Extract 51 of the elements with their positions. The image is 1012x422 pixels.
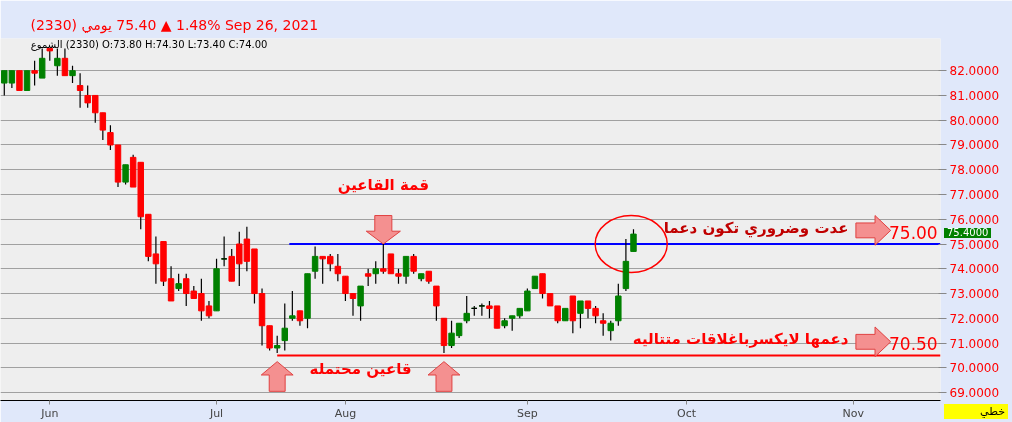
candlestick <box>16 70 23 92</box>
candlestick <box>402 255 410 285</box>
y-tick-label: 69.0000 <box>949 386 1000 401</box>
candlestick <box>577 300 584 329</box>
candlestick <box>311 245 319 280</box>
x-tick-label: Oct <box>677 406 697 420</box>
annotation: دعمها لايكسرباغلاقات متتاليه <box>632 330 849 349</box>
candlestick <box>76 72 84 109</box>
candlestick <box>410 253 417 275</box>
text: خطي <box>944 404 1008 419</box>
y-tick-label: 70.0000 <box>949 361 1000 376</box>
y-tick-label: 74.0000 <box>949 262 1000 277</box>
y-tick-label: 81.0000 <box>949 88 1000 103</box>
annotation: قمة القاعين <box>337 176 429 195</box>
chart-title: (2330) يومي 75.40 ▲ 1.48% Sep 26, 2021 <box>30 16 319 34</box>
candlestick <box>23 70 31 91</box>
candlestick <box>433 285 440 322</box>
y-tick-label: 77.0000 <box>949 187 1000 202</box>
annotation: قاعين محتمله <box>309 360 412 379</box>
text: 75.4000 <box>944 227 992 238</box>
y-tick-label: 82.0000 <box>949 64 1000 79</box>
ref-line-label: 70.50 <box>889 334 938 355</box>
candlestick <box>334 253 342 282</box>
ref-line-label: 75.00 <box>889 223 938 244</box>
y-tick-label: 78.0000 <box>949 163 1000 178</box>
candlestick <box>281 302 288 352</box>
y-tick-label: 76.0000 <box>949 212 1000 227</box>
candlestick <box>463 295 470 324</box>
y-tick-label: 79.0000 <box>949 138 1000 153</box>
candlestick <box>478 302 486 317</box>
candlestick <box>122 164 129 186</box>
y-tick-label: 75.0000 <box>949 237 1000 252</box>
candlestick <box>220 235 228 267</box>
x-tick-label: Jul <box>208 406 224 420</box>
candlestick <box>31 60 38 87</box>
chart-subtitle: الشموع (2330) O:73.80 H:74.30 L:73.40 C:74.00 <box>30 38 268 51</box>
x-tick-label: Sep <box>516 406 538 420</box>
candlestick <box>372 260 379 285</box>
y-tick-label: 80.0000 <box>949 113 1000 128</box>
y-tick-label: 72.0000 <box>949 311 1000 326</box>
x-tick-label: Aug <box>334 406 357 420</box>
candlestick <box>357 285 364 322</box>
candlestick <box>599 312 607 337</box>
candlestick <box>630 228 637 253</box>
y-tick-label: 73.0000 <box>949 287 1000 302</box>
x-tick-label: Jun <box>40 406 59 420</box>
candlestick <box>607 320 614 342</box>
candlestick <box>289 290 296 322</box>
y-tick-label: 71.0000 <box>949 336 1000 351</box>
x-tick-label: Nov <box>842 406 865 420</box>
annotation: عدت وضروري تكون دعما <box>663 218 849 238</box>
